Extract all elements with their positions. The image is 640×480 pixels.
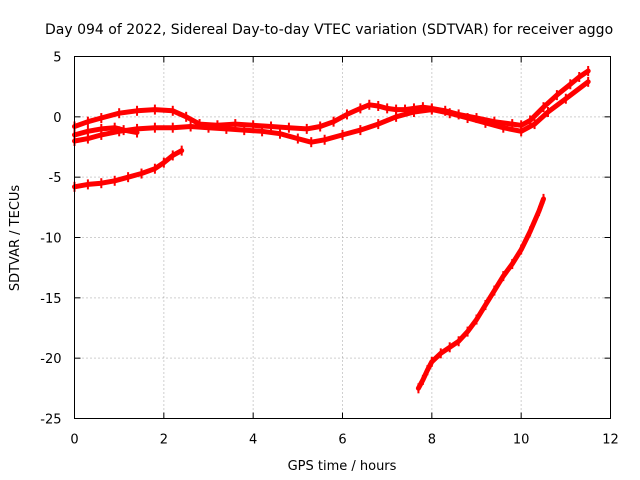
y-axis-label: SDTVAR / TECUs bbox=[8, 185, 23, 292]
x-tick-label: 0 bbox=[70, 433, 78, 448]
y-tick-label: -25 bbox=[40, 413, 61, 428]
axis-ticks: 0 2 4 6 8 10 12 -25 -20 -15 -10 -5 0 5 bbox=[40, 51, 619, 448]
plot-series bbox=[72, 65, 591, 394]
x-tick-label: 6 bbox=[338, 433, 346, 448]
x-tick-label: 2 bbox=[160, 433, 168, 448]
y-tick-label: -5 bbox=[49, 171, 62, 186]
x-tick-label: 10 bbox=[513, 433, 530, 448]
series-line-arc-steep bbox=[415, 196, 546, 391]
series-line-arc-midnight bbox=[72, 125, 140, 138]
x-tick-label: 8 bbox=[428, 433, 436, 448]
y-tick-label: 0 bbox=[53, 111, 61, 126]
series-line-arc-dawn bbox=[72, 148, 185, 190]
x-axis-label: GPS time / hours bbox=[288, 459, 397, 474]
x-tick-label: 4 bbox=[249, 433, 257, 448]
x-tick-label: 12 bbox=[602, 433, 619, 448]
y-tick-label: -20 bbox=[40, 352, 61, 367]
series-line-arc-upper bbox=[72, 68, 591, 132]
y-tick-label: 5 bbox=[53, 51, 61, 66]
chart-title: Day 094 of 2022, Sidereal Day-to-day VTE… bbox=[45, 22, 613, 38]
y-tick-label: -15 bbox=[40, 292, 61, 307]
y-tick-label: -10 bbox=[40, 232, 61, 247]
